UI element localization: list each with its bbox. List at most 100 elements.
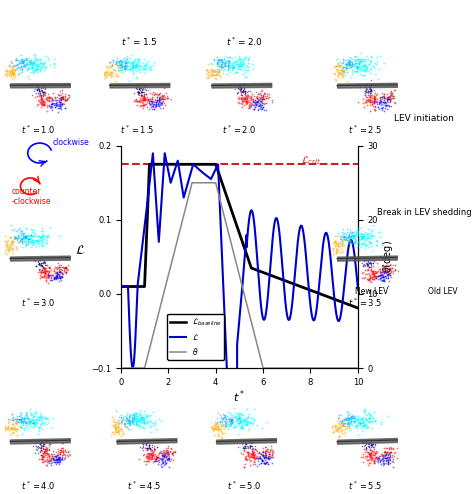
Point	[233, 59, 241, 67]
Point	[57, 272, 65, 280]
Point	[249, 446, 256, 454]
Point	[353, 414, 360, 422]
Point	[215, 58, 223, 66]
Point	[337, 62, 344, 70]
Point	[343, 225, 351, 233]
Point	[359, 66, 366, 74]
Point	[51, 458, 58, 466]
Point	[38, 93, 46, 101]
Point	[39, 445, 47, 453]
Point	[109, 72, 117, 80]
Point	[374, 453, 382, 461]
Point	[118, 57, 126, 65]
Point	[370, 96, 377, 104]
Point	[365, 84, 373, 92]
Point	[41, 89, 49, 97]
Point	[356, 66, 364, 74]
Point	[240, 97, 248, 105]
Point	[44, 449, 51, 457]
Point	[5, 416, 12, 424]
Point	[346, 422, 353, 430]
Point	[16, 415, 24, 423]
Point	[332, 421, 339, 429]
Point	[159, 92, 166, 100]
Point	[251, 415, 258, 423]
Point	[241, 67, 249, 75]
Point	[366, 453, 374, 460]
Point	[261, 453, 268, 460]
Point	[55, 94, 63, 102]
Point	[108, 73, 115, 81]
Point	[51, 100, 59, 108]
Point	[56, 98, 64, 106]
Point	[337, 419, 345, 427]
Point	[249, 453, 257, 461]
Point	[31, 419, 38, 427]
Point	[145, 455, 152, 463]
Point	[260, 103, 267, 111]
Point	[384, 270, 392, 278]
Point	[359, 95, 366, 103]
Point	[45, 101, 53, 109]
Point	[357, 55, 365, 63]
Point	[155, 90, 163, 98]
Point	[125, 416, 133, 424]
Point	[35, 87, 42, 95]
Point	[116, 419, 123, 427]
Point	[382, 102, 390, 110]
Point	[53, 458, 60, 466]
Point	[215, 67, 223, 75]
Point	[45, 456, 53, 464]
Point	[55, 100, 63, 108]
Point	[377, 456, 384, 464]
Point	[349, 235, 357, 243]
Point	[360, 55, 367, 63]
Point	[238, 91, 246, 99]
Point	[133, 420, 140, 428]
Point	[383, 265, 391, 273]
Point	[33, 65, 41, 73]
Point	[40, 257, 47, 265]
Point	[154, 100, 162, 108]
Point	[243, 421, 250, 429]
Point	[152, 425, 160, 433]
Point	[60, 446, 67, 454]
Point	[337, 245, 345, 253]
Point	[18, 238, 26, 246]
Point	[51, 273, 58, 281]
Point	[243, 61, 250, 69]
Point	[162, 447, 170, 455]
Point	[384, 95, 392, 103]
Point	[140, 91, 147, 99]
Point	[370, 276, 377, 284]
Point	[31, 422, 39, 430]
Point	[367, 454, 374, 462]
Point	[22, 60, 29, 68]
Point	[221, 414, 229, 422]
Point	[119, 413, 127, 421]
Point	[359, 450, 367, 458]
Point	[118, 427, 126, 435]
Point	[359, 65, 367, 73]
Point	[256, 94, 264, 102]
Point	[375, 100, 383, 108]
Point	[374, 57, 381, 65]
Point	[59, 94, 67, 102]
Point	[127, 421, 134, 429]
Point	[252, 98, 260, 106]
Point	[36, 413, 44, 421]
Point	[346, 228, 354, 236]
Point	[147, 97, 155, 105]
Point	[151, 89, 159, 97]
Point	[377, 104, 384, 112]
Point	[375, 453, 383, 460]
Point	[381, 451, 389, 459]
Point	[137, 411, 145, 419]
Point	[146, 450, 154, 457]
Point	[211, 418, 219, 426]
Point	[38, 234, 46, 242]
Point	[9, 420, 17, 428]
Point	[349, 412, 356, 420]
Point	[114, 57, 121, 65]
Point	[205, 61, 212, 69]
